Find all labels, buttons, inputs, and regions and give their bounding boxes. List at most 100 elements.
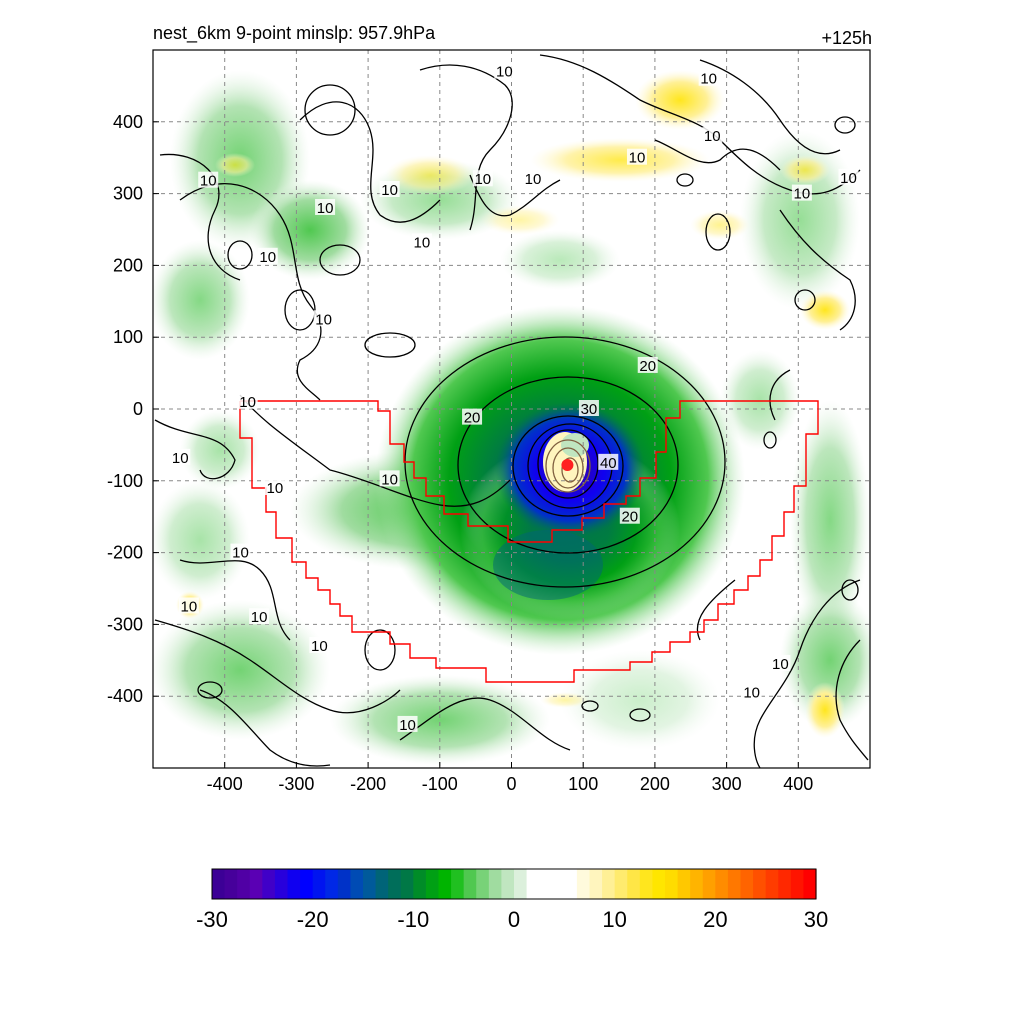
contour-label: 10 <box>840 170 857 187</box>
colorbar-cell <box>690 869 704 899</box>
contour-label: 10 <box>414 234 431 251</box>
colorbar-cell <box>312 869 326 899</box>
x-tick-label: -400 <box>207 774 243 794</box>
contour-label: 10 <box>381 182 398 199</box>
contour-label: 10 <box>239 394 256 411</box>
colorbar-cell <box>803 869 817 899</box>
colorbar-cell <box>212 869 226 899</box>
contour-label: 10 <box>311 638 328 655</box>
contour-label: 10 <box>315 311 332 328</box>
contour-label: 10 <box>772 656 789 673</box>
colorbar-label: -30 <box>196 907 228 932</box>
contour-label-bg <box>741 683 762 700</box>
contour-label-bg <box>397 715 418 732</box>
y-tick-label: 300 <box>113 184 143 204</box>
y-tick-label: -200 <box>107 543 143 563</box>
contour-label-bg <box>626 148 647 165</box>
contour-label-bg <box>309 636 330 653</box>
contour-label-bg <box>702 127 723 144</box>
colorbar-cell <box>463 869 477 899</box>
plot-title: nest_6km 9-point minslp: 957.9hPa <box>153 23 436 44</box>
colorbar-cell <box>727 869 742 899</box>
colorbar-cell <box>614 869 628 899</box>
contour-label-bg <box>178 597 199 614</box>
contour-label-bg <box>170 448 191 465</box>
colorbar-label: 20 <box>703 907 727 932</box>
colorbar: -30 -20 -10 0 10 20 30 <box>196 868 828 932</box>
contour-label: 10 <box>474 171 491 188</box>
colorbar-cell <box>274 869 289 899</box>
contour-label: 20 <box>464 410 481 427</box>
colorbar-cell <box>262 869 276 899</box>
colorbar-cell <box>551 869 565 899</box>
colorbar-cell <box>576 869 591 899</box>
contour-label-bg <box>249 608 270 625</box>
contour-label: 20 <box>621 509 638 526</box>
colorbar-cell <box>589 869 603 899</box>
contour-label-bg <box>494 62 515 79</box>
contour-label: 30 <box>581 401 598 418</box>
colorbar-cell <box>476 869 490 899</box>
colorbar-cell <box>400 869 414 899</box>
y-tick-label: 200 <box>113 255 143 275</box>
time-label: +125h <box>821 28 872 48</box>
x-tick-label: 200 <box>640 774 670 794</box>
contour-label: 10 <box>232 545 249 562</box>
contour-label-bg <box>791 184 812 201</box>
contour-label: 10 <box>700 71 717 88</box>
contour-label: 10 <box>200 173 217 190</box>
contour-label: 10 <box>181 598 198 615</box>
y-tick-label: -300 <box>107 614 143 634</box>
contour-label-bg <box>237 392 258 409</box>
colorbar-cells <box>212 869 817 899</box>
region-outline <box>239 400 819 683</box>
colorbar-cell <box>677 869 691 899</box>
colorbar-cell <box>363 869 377 899</box>
contour-label-bg <box>698 69 719 86</box>
y-tick-label: -400 <box>107 686 143 706</box>
colorbar-cell <box>639 869 654 899</box>
colorbar-cell <box>514 869 528 899</box>
colorbar-cell <box>753 869 767 899</box>
colorbar-cell <box>602 869 616 899</box>
colorbar-label: 30 <box>804 907 828 932</box>
contour-label: 10 <box>251 609 268 626</box>
contour-label-bg <box>619 507 640 524</box>
contour-label: 10 <box>267 480 284 497</box>
contour-label: 10 <box>704 128 721 145</box>
contour-label: 20 <box>639 358 656 375</box>
colorbar-labels: -30 -20 -10 0 10 20 30 <box>196 907 828 932</box>
contour-label: 10 <box>172 450 189 467</box>
contour-label-bg <box>598 453 619 470</box>
plot-area: 10 10 10 10 10 10 10 10 10 10 10 10 10 10 10 10 10 10 10 10… <box>153 50 870 768</box>
colorbar-cell <box>388 869 402 899</box>
colorbar-cell <box>300 869 314 899</box>
contour-label-bg <box>315 198 336 215</box>
contour-label: 10 <box>525 171 542 188</box>
colorbar-cell <box>425 869 440 899</box>
contour-labels: 10 10 10 10 10 10 10 10 10 10 10 10 10 10 10 10 10 10 10 10… <box>170 62 859 734</box>
contour-label-bg <box>770 654 791 671</box>
colorbar-cell <box>765 869 779 899</box>
colorbar-cell <box>715 869 729 899</box>
contour-label-bg <box>578 400 599 416</box>
colorbar-cell <box>501 869 515 899</box>
colorbar-cell <box>375 869 389 899</box>
colorbar-cell <box>325 869 339 899</box>
contour-label: 10 <box>794 186 811 203</box>
x-tick-label: 300 <box>712 774 742 794</box>
colorbar-cell <box>652 869 666 899</box>
contour-label: 10 <box>381 471 398 488</box>
x-axis-ticks: -400 -300 -200 -100 0 100 200 300 400 <box>207 762 813 794</box>
y-tick-label: 0 <box>133 399 143 419</box>
colorbar-cell <box>287 869 301 899</box>
colorbar-cell <box>488 869 503 899</box>
colorbar-cell <box>438 869 452 899</box>
y-axis-ticks: 400 300 200 100 0 -100 -200 -300 -400 <box>107 112 159 706</box>
contour-label-bg <box>838 168 859 185</box>
colorbar-cell <box>224 869 238 899</box>
contour-label: 40 <box>600 455 617 472</box>
x-tick-label: -200 <box>350 774 386 794</box>
colorbar-cell <box>627 869 641 899</box>
